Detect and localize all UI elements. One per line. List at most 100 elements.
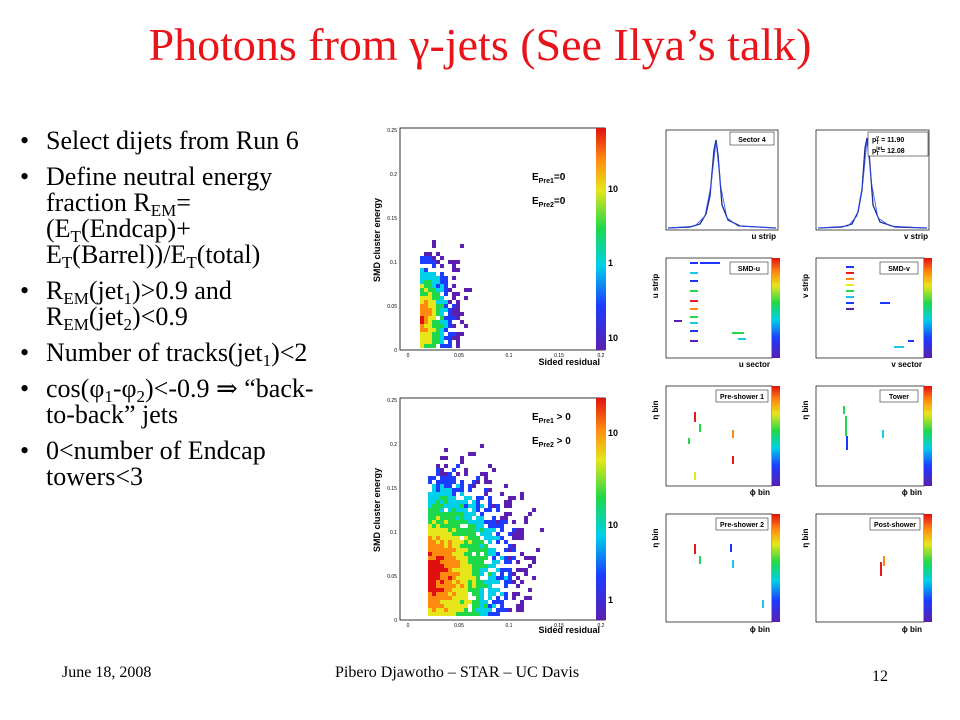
heatmap-cell (464, 592, 468, 596)
panel-color-scale (924, 258, 932, 358)
heatmap-cell (452, 476, 456, 480)
heatmap-cell (492, 504, 496, 508)
top-legend-2: EPre2=0 (532, 196, 566, 209)
panel-axes (665, 129, 779, 231)
heatmap-cell (452, 520, 456, 524)
heatmap-cell (472, 600, 476, 604)
heatmap-cell (464, 552, 468, 556)
heatmap-cell (428, 572, 432, 576)
heatmap-cell (488, 612, 492, 616)
heatmap-cell (512, 580, 516, 584)
heatmap-cell (420, 300, 424, 304)
heatmap-cell (444, 324, 448, 328)
heatmap-cell (440, 552, 444, 556)
heatmap-cell (464, 608, 468, 612)
smdu-hits (674, 262, 746, 342)
heatmap-cell (508, 572, 512, 576)
heatmap-cell (448, 344, 452, 348)
bottom-legend-1: EPre1 > 0 (532, 412, 571, 425)
heatmap-cell (456, 524, 460, 528)
heatmap-cell (460, 492, 464, 496)
heatmap-cell (452, 600, 456, 604)
heatmap-cell (484, 492, 488, 496)
heatmap-cell (432, 560, 436, 564)
bottom-ylabel: SMD cluster energy (372, 468, 382, 552)
heatmap-cell (456, 544, 460, 548)
heatmap-cell (464, 536, 468, 540)
heatmap-cell (428, 560, 432, 564)
heatmap-cell (436, 524, 440, 528)
heatmap-cell (444, 300, 448, 304)
heatmap-cell (444, 280, 448, 284)
sector4-fit (667, 141, 777, 229)
bottom-scatter-plot: SMD cluster energy Sided residual EPre1 … (362, 392, 628, 638)
heatmap-cell (448, 604, 452, 608)
heatmap-cell (436, 468, 440, 472)
heatmap-cell (484, 552, 488, 556)
heatmap-cell (448, 588, 452, 592)
heatmap-cell (420, 268, 424, 272)
heatmap-cell (512, 520, 516, 524)
heatmap-cell (424, 280, 428, 284)
heatmap-cell (432, 604, 436, 608)
heatmap-cell (440, 580, 444, 584)
heatmap-cell (508, 568, 512, 572)
heatmap-cell (428, 476, 432, 480)
heatmap-cell (532, 556, 536, 560)
heatmap-cell (440, 564, 444, 568)
heatmap-cell (460, 572, 464, 576)
heatmap-cell (480, 560, 484, 564)
heatmap-cell (432, 320, 436, 324)
heatmap-cell (472, 532, 476, 536)
heatmap-cell (496, 588, 500, 592)
heatmap-cell (420, 296, 424, 300)
panel-label: Sector 4 (738, 137, 766, 144)
heatmap-cell (456, 592, 460, 596)
heatmap-cell (456, 484, 460, 488)
heatmap-cell (436, 340, 440, 344)
heatmap-cell (444, 556, 448, 560)
heatmap-cell (448, 520, 452, 524)
heatmap-cell (476, 524, 480, 528)
heatmap-cell (440, 488, 444, 492)
panel-label: Post-shower (874, 522, 916, 529)
panel-xlabel: v sector (891, 360, 922, 369)
heatmap-cell (432, 484, 436, 488)
heatmap-cell (444, 484, 448, 488)
heatmap-cell (452, 312, 456, 316)
heatmap-cell (440, 256, 444, 260)
heatmap-cell (440, 540, 444, 544)
heatmap-cell (424, 308, 428, 312)
heatmap-cell (428, 576, 432, 580)
top-xtick: 0 (407, 353, 410, 359)
page-number: 12 (872, 668, 888, 685)
heatmap-cell (428, 508, 432, 512)
heatmap-cell (424, 328, 428, 332)
heatmap-cell (436, 540, 440, 544)
heatmap-cell (472, 528, 476, 532)
heatmap-cell (436, 556, 440, 560)
heatmap-cell (444, 572, 448, 576)
heatmap-cell (480, 592, 484, 596)
heatmap-cell (472, 556, 476, 560)
heatmap-cell (484, 612, 488, 616)
heatmap-cell (476, 520, 480, 524)
heatmap-cell (516, 576, 520, 580)
heatmap-cell (444, 316, 448, 320)
heatmap-cell (420, 276, 424, 280)
heatmap-cell (432, 280, 436, 284)
heatmap-cell (452, 536, 456, 540)
panel-smdv: SMD-v v sector v strip (800, 253, 935, 369)
heatmap-cell (452, 548, 456, 552)
heatmap-cell (436, 496, 440, 500)
heatmap-cell (504, 560, 508, 564)
heatmap-cell (476, 480, 480, 484)
heatmap-cell (432, 288, 436, 292)
heatmap-cell (428, 324, 432, 328)
heatmap-cell (440, 304, 444, 308)
bottom-ytick: 0.05 (387, 574, 397, 580)
heatmap-cell (504, 516, 508, 520)
heatmap-cell (424, 284, 428, 288)
heatmap-cell (496, 568, 500, 572)
